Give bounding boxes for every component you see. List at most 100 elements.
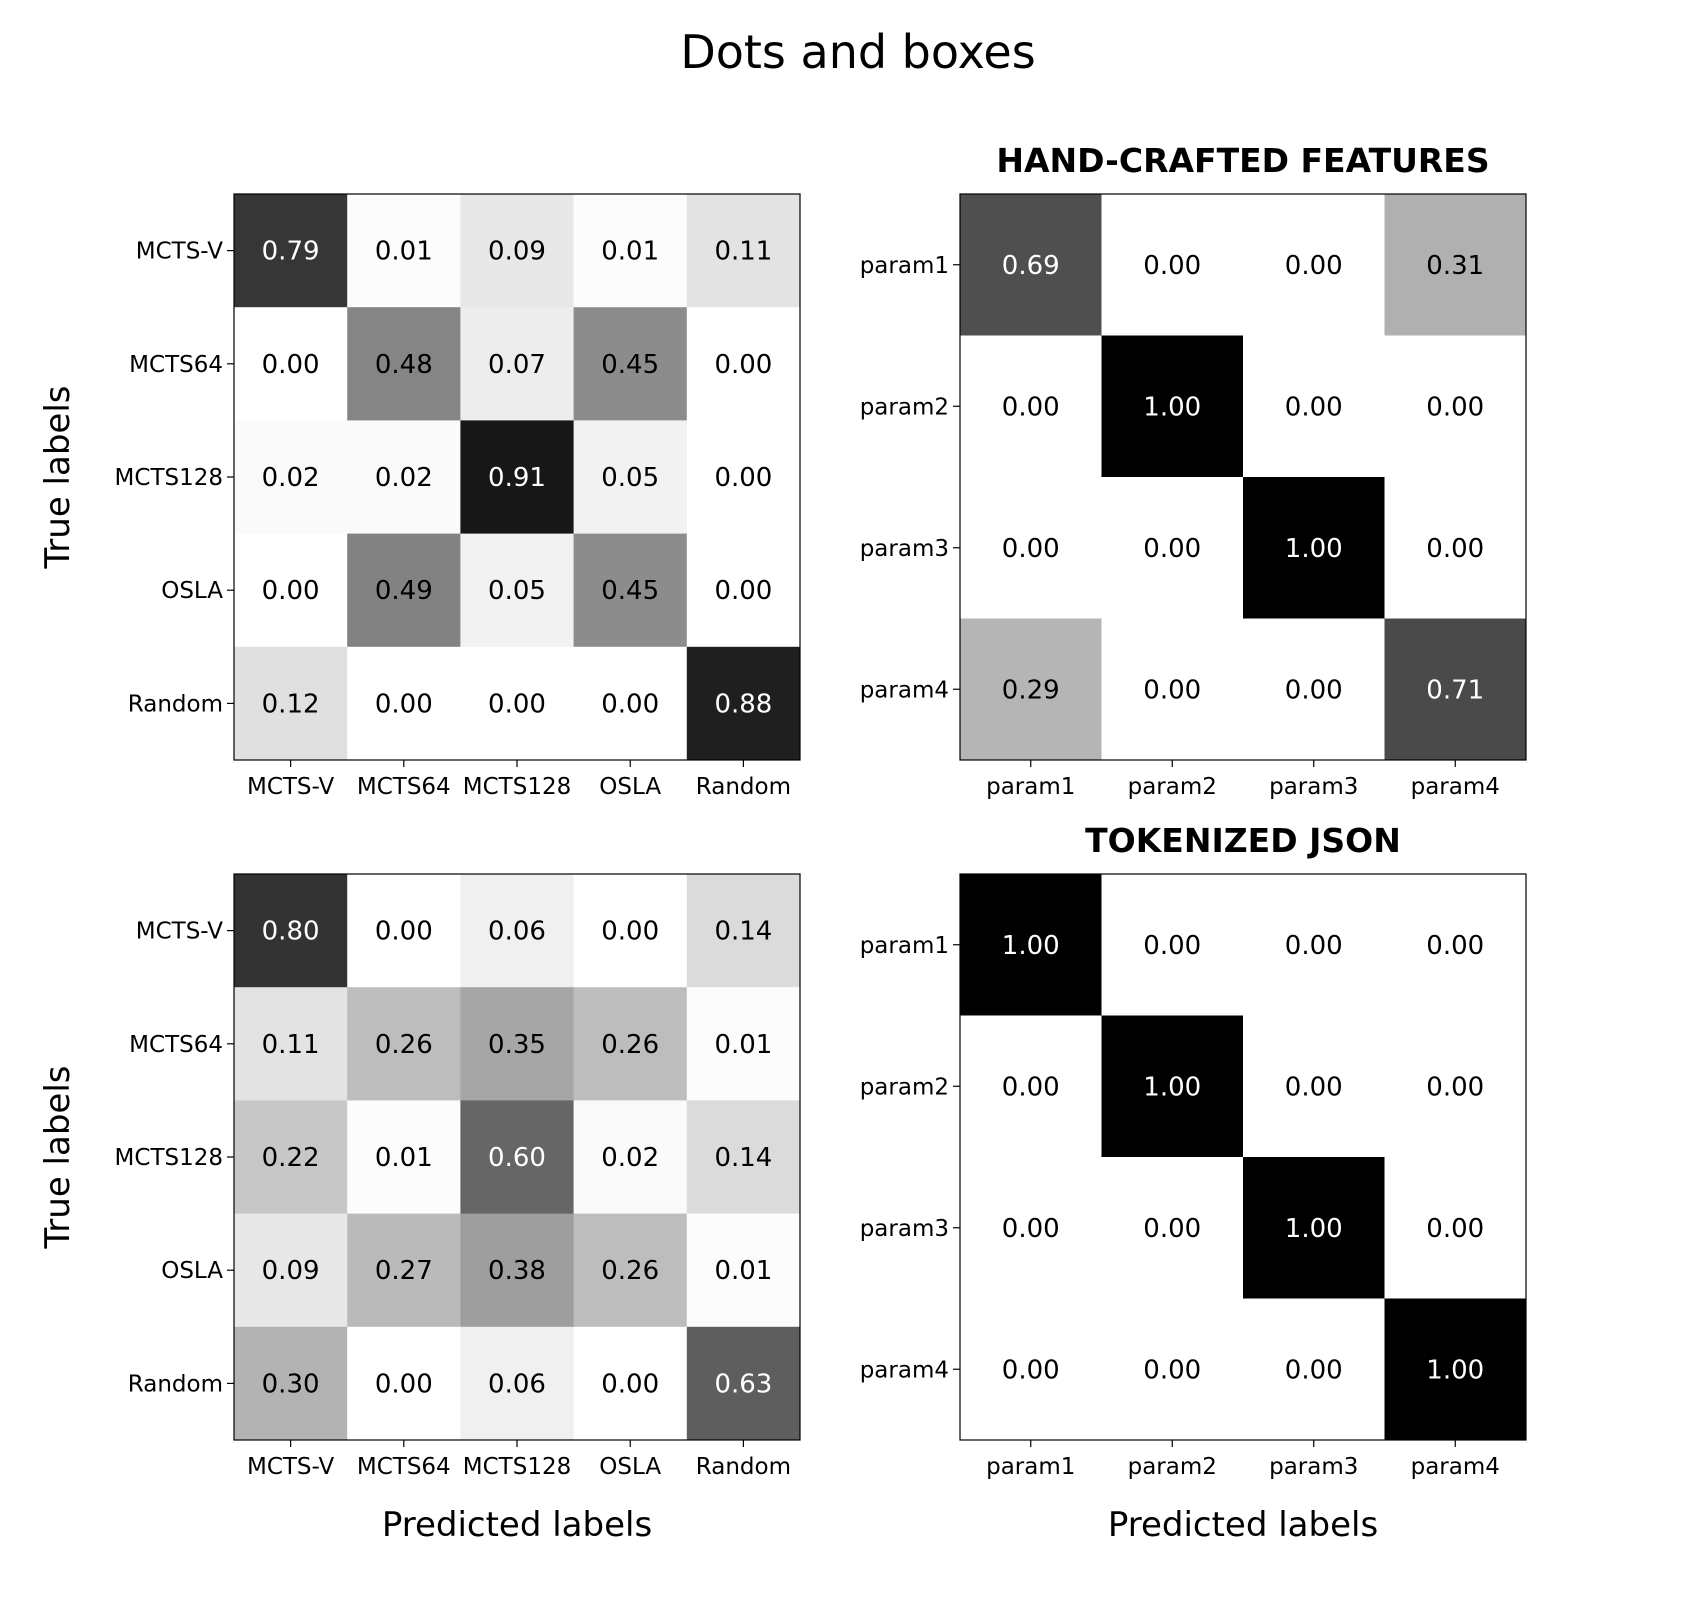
heatmap-cell: [686, 307, 801, 421]
heatmap-cell: [1101, 1157, 1244, 1299]
cell-value-label: 1.00: [1285, 1214, 1343, 1244]
heatmap-cell: [234, 194, 348, 308]
x-tick-label: MCTS64: [357, 1454, 451, 1480]
heatmap-cell: [686, 874, 801, 988]
cell-value-label: 0.00: [1143, 1355, 1201, 1385]
heatmap-cell: [460, 1100, 575, 1215]
cell-value-label: 0.00: [1426, 534, 1484, 564]
cell-value-label: 0.71: [1426, 675, 1484, 705]
heatmap-cell: [1384, 1157, 1527, 1299]
cell-value-label: 0.00: [1002, 1072, 1060, 1102]
cell-value-label: 0.00: [1285, 1072, 1343, 1102]
x-tick-label: param2: [1128, 774, 1217, 800]
heatmap-cell: [460, 874, 575, 988]
heatmap-cell: [1101, 618, 1244, 761]
cell-value-label: 0.63: [714, 1369, 772, 1399]
y-tick-label: MCTS-V: [136, 919, 224, 945]
x-axis-label: Predicted labels: [1108, 1505, 1378, 1545]
heatmap-cell: [686, 1213, 801, 1328]
cell-value-label: 0.00: [375, 917, 433, 947]
heatmap-cell: [347, 533, 461, 648]
cell-value-label: 0.11: [262, 1030, 320, 1060]
cell-value-label: 1.00: [1143, 1072, 1201, 1102]
cell-value-label: 0.00: [375, 689, 433, 719]
cell-value-label: 0.45: [601, 350, 659, 380]
cell-value-label: 0.31: [1426, 251, 1484, 281]
cell-value-label: 0.00: [488, 689, 546, 719]
heatmap-cell: [347, 987, 461, 1101]
heatmap-cell: [1243, 618, 1385, 761]
cell-value-label: 0.00: [262, 576, 320, 606]
cell-value-label: 0.60: [488, 1143, 546, 1173]
cell-value-label: 0.00: [1285, 675, 1343, 705]
cell-value-label: 0.09: [262, 1256, 320, 1286]
heatmap-cell: [1243, 1015, 1385, 1158]
heatmap-cell: [960, 335, 1102, 478]
heatmap-cell: [460, 987, 575, 1101]
x-tick-label: param1: [986, 774, 1075, 800]
cell-value-label: 0.11: [714, 237, 772, 267]
heatmap-cell: [960, 874, 1102, 1016]
figure-title: Dots and boxes: [680, 25, 1035, 79]
y-tick-label: MCTS64: [129, 1032, 223, 1058]
heatmap-panel-4: 1.00 0.00 0.00 0.00 0.00 1.00 0.00 0.00 0.00 0.00…: [860, 821, 1527, 1545]
cell-value-label: 0.30: [262, 1369, 320, 1399]
heatmap-cell: [347, 307, 461, 421]
x-tick-label: Random: [696, 774, 791, 800]
heatmap-cell: [1243, 335, 1385, 478]
heatmap-cell: [460, 1213, 575, 1328]
heatmap-cell: [686, 646, 801, 761]
heatmap-cell: [1384, 335, 1527, 478]
heatmap-cell: [1101, 1015, 1244, 1158]
heatmap-cell: [234, 646, 348, 761]
heatmap-cell: [1101, 1298, 1244, 1441]
heatmap-cell: [347, 1100, 461, 1215]
heatmap-cell: [460, 307, 575, 421]
cell-value-label: 0.00: [601, 689, 659, 719]
heatmap-cell: [234, 1100, 348, 1215]
heatmap-cell: [347, 1326, 461, 1441]
cell-value-label: 0.27: [375, 1256, 433, 1286]
heatmap-cell: [234, 1326, 348, 1441]
x-axis-label: Predicted labels: [382, 1505, 652, 1545]
heatmap-panel-2: 0.69 0.00 0.00 0.31 0.00 1.00 0.00 0.00 0.00 0.00…: [860, 141, 1527, 800]
heatmap-cell: [1101, 335, 1244, 478]
cell-value-label: 0.06: [488, 1369, 546, 1399]
heatmap-cell: [1384, 1298, 1527, 1441]
cell-value-label: 0.00: [1002, 1214, 1060, 1244]
cell-value-label: 0.05: [488, 576, 546, 606]
heatmap-cell: [573, 1213, 688, 1328]
heatmap-cell: [347, 874, 461, 988]
x-tick-label: param1: [986, 1454, 1075, 1480]
axes-frame: [959, 873, 1527, 1441]
cell-value-label: 0.02: [375, 463, 433, 493]
cell-value-label: 0.00: [1143, 931, 1201, 961]
cell-value-label: 0.02: [262, 463, 320, 493]
cell-value-label: 0.79: [262, 237, 320, 267]
cell-value-label: 0.00: [1285, 251, 1343, 281]
heatmap-cell: [234, 1213, 348, 1328]
cell-value-label: 0.80: [262, 917, 320, 947]
cell-value-label: 0.88: [714, 689, 772, 719]
heatmap-cell: [1101, 874, 1244, 1016]
heatmap-cell: [686, 533, 801, 648]
x-tick-label: param3: [1269, 774, 1358, 800]
cell-value-label: 0.00: [1002, 392, 1060, 422]
heatmap-cell: [234, 307, 348, 421]
cell-value-label: 0.26: [601, 1256, 659, 1286]
cell-value-label: 0.26: [375, 1030, 433, 1060]
y-tick-label: param3: [860, 536, 949, 562]
heatmap-cell: [1243, 1157, 1385, 1299]
cell-value-label: 0.01: [714, 1256, 772, 1286]
heatmap-cell: [1101, 194, 1244, 336]
heatmap-cell: [1243, 194, 1385, 336]
heatmap-cell: [460, 646, 575, 761]
heatmap-cell: [460, 194, 575, 308]
heatmap-cell: [960, 1015, 1102, 1158]
panel-title: HAND-CRAFTED FEATURES: [996, 141, 1489, 180]
heatmap-cell: [234, 420, 348, 535]
y-tick-label: OSLA: [161, 578, 223, 604]
y-tick-label: MCTS128: [115, 465, 223, 491]
heatmap-cell: [960, 194, 1102, 336]
